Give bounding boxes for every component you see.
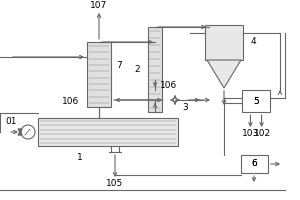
Bar xyxy=(87,42,111,107)
Bar xyxy=(148,27,162,112)
Text: 4: 4 xyxy=(251,38,256,46)
Polygon shape xyxy=(18,132,22,135)
Polygon shape xyxy=(18,129,22,132)
Text: 102: 102 xyxy=(254,130,272,138)
Text: 5: 5 xyxy=(253,97,259,106)
Text: 103: 103 xyxy=(242,130,259,138)
Bar xyxy=(241,155,268,173)
Text: 105: 105 xyxy=(106,180,124,188)
Text: 1: 1 xyxy=(77,154,83,162)
Bar xyxy=(38,118,178,146)
Text: 107: 107 xyxy=(90,1,108,10)
Text: 2: 2 xyxy=(134,64,140,73)
Text: 106: 106 xyxy=(62,98,79,106)
Text: 5: 5 xyxy=(253,97,259,106)
Polygon shape xyxy=(207,60,241,88)
Text: 6: 6 xyxy=(251,160,257,168)
Bar xyxy=(205,25,243,60)
Text: 6: 6 xyxy=(251,160,257,168)
Text: 7: 7 xyxy=(116,62,122,71)
Text: 01: 01 xyxy=(5,117,16,127)
Text: 106: 106 xyxy=(160,80,177,90)
Bar xyxy=(242,90,270,112)
Text: 3: 3 xyxy=(182,102,188,112)
